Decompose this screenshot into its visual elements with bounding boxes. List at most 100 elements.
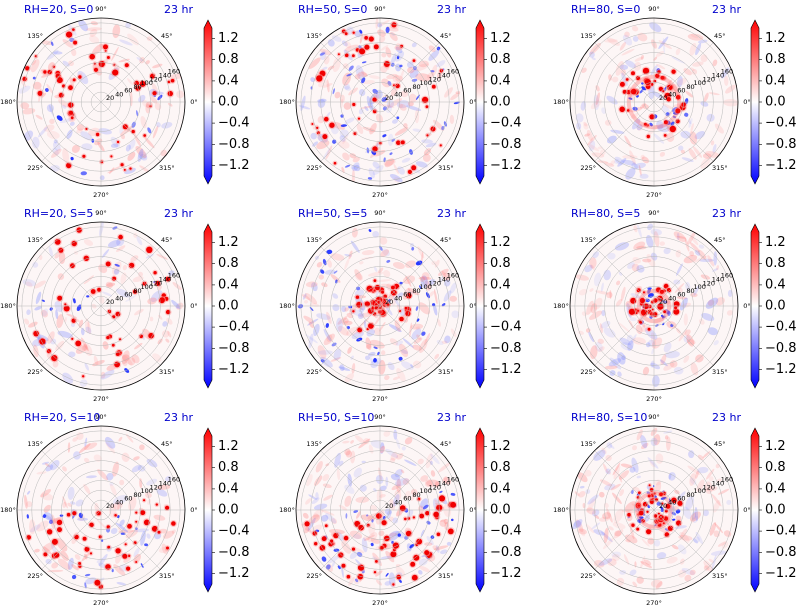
colorbar-tick-label: 0.0 xyxy=(490,503,511,518)
weak-positive-anomaly xyxy=(399,104,407,111)
angle-tick-label: 90° xyxy=(648,209,660,217)
weak-positive-anomaly xyxy=(352,156,360,163)
angle-tick-label: 270° xyxy=(93,395,109,403)
colorbar-tick-label: 1.2 xyxy=(218,31,239,46)
weak-positive-anomaly xyxy=(135,146,147,158)
angle-tick-label: 135° xyxy=(306,236,322,244)
weak-positive-anomaly xyxy=(390,451,399,461)
positive-anomaly-cell xyxy=(663,120,668,125)
radial-tick-label: 160 xyxy=(721,476,733,484)
weak-negative-anomaly xyxy=(316,313,331,320)
weak-positive-anomaly xyxy=(421,272,430,280)
positive-anomaly-cell xyxy=(665,503,671,509)
positive-anomaly-cell xyxy=(447,528,454,535)
negative-anomaly-cell xyxy=(382,134,387,138)
positive-anomaly-cell xyxy=(412,516,416,519)
weak-negative-anomaly xyxy=(137,148,144,162)
weak-positive-anomaly xyxy=(326,311,332,324)
angle-tick-label: 315° xyxy=(159,368,175,376)
weak-negative-anomaly xyxy=(697,466,709,474)
positive-anomaly-cell xyxy=(422,96,429,103)
colorbar-tick-label: 1.2 xyxy=(490,31,511,46)
weak-negative-anomaly xyxy=(161,122,173,129)
radial-tick-label: 140 xyxy=(159,72,171,80)
positive-anomaly-cell xyxy=(324,524,328,528)
weak-negative-anomaly xyxy=(629,569,637,576)
weak-positive-anomaly xyxy=(434,259,440,268)
weak-positive-anomaly xyxy=(379,237,388,245)
negative-anomaly-cell xyxy=(421,331,426,336)
weak-negative-anomaly xyxy=(631,457,639,473)
weak-positive-anomaly xyxy=(417,246,425,259)
weak-positive-anomaly xyxy=(599,479,613,487)
positive-anomaly-cell xyxy=(66,162,72,169)
angle-tick-label: 90° xyxy=(648,5,660,13)
weak-negative-anomaly xyxy=(694,250,701,256)
colorbar-gradient xyxy=(750,19,760,185)
positive-anomaly-cell xyxy=(122,124,128,130)
positive-anomaly-cell xyxy=(114,514,117,517)
positive-anomaly-cell xyxy=(424,550,430,556)
angle-tick-label: 0° xyxy=(743,506,750,514)
weak-positive-anomaly xyxy=(334,91,341,99)
angular-grid-line xyxy=(100,42,161,103)
negative-anomaly-cell xyxy=(366,514,369,517)
weak-negative-anomaly xyxy=(697,39,708,44)
positive-anomaly-cell xyxy=(407,169,412,174)
weak-negative-anomaly xyxy=(353,165,361,172)
weak-negative-anomaly xyxy=(601,310,606,317)
weak-positive-anomaly xyxy=(122,354,130,362)
weak-positive-anomaly xyxy=(574,491,580,496)
positive-anomaly-cell xyxy=(119,338,122,341)
weak-positive-anomaly xyxy=(409,322,412,338)
weak-positive-anomaly xyxy=(305,498,312,505)
weak-positive-anomaly xyxy=(584,469,592,477)
weak-negative-anomaly xyxy=(671,56,686,64)
weak-positive-anomaly xyxy=(139,478,143,489)
radial-tick-label: 100 xyxy=(419,79,431,87)
positive-anomaly-cell xyxy=(355,295,360,299)
colorbar-tick-label: −0.4 xyxy=(218,524,250,539)
positive-anomaly-cell xyxy=(353,132,357,135)
weak-positive-anomaly xyxy=(680,149,686,154)
weak-negative-anomaly xyxy=(681,568,695,575)
weak-negative-anomaly xyxy=(62,372,74,384)
weak-positive-anomaly xyxy=(700,274,711,280)
weak-positive-anomaly xyxy=(106,282,116,287)
positive-anomaly-cell xyxy=(652,312,658,317)
colorbar-tick-label: −1.2 xyxy=(765,566,797,581)
angle-tick-label: 180° xyxy=(553,506,569,514)
negative-anomaly-cell xyxy=(322,258,327,266)
weak-positive-anomaly xyxy=(687,33,704,41)
weak-negative-anomaly xyxy=(375,475,384,484)
angular-grid-line xyxy=(100,450,161,511)
radial-tick-label: 40 xyxy=(115,498,123,506)
positive-anomaly-cell xyxy=(352,310,355,313)
weak-positive-anomaly xyxy=(303,315,315,324)
colorbar-tick-label: 0.4 xyxy=(490,277,511,292)
weak-positive-anomaly xyxy=(58,99,69,108)
weak-positive-anomaly xyxy=(127,151,136,161)
weak-positive-anomaly xyxy=(34,548,40,553)
weak-positive-anomaly xyxy=(642,258,652,263)
weak-positive-anomaly xyxy=(644,559,652,566)
angular-grid-line xyxy=(41,305,102,366)
positive-anomaly-cell xyxy=(98,60,105,68)
weak-positive-anomaly xyxy=(28,321,38,328)
weak-positive-anomaly xyxy=(434,481,440,488)
colorbar-tick-label: 0.0 xyxy=(490,299,511,314)
weak-positive-anomaly xyxy=(412,344,423,351)
negative-anomaly-cell xyxy=(439,490,443,494)
positive-anomaly-cell xyxy=(63,305,70,312)
weak-negative-anomaly xyxy=(115,522,129,533)
weak-positive-anomaly xyxy=(323,333,335,346)
weak-positive-anomaly xyxy=(698,249,707,260)
weak-negative-anomaly xyxy=(585,489,591,495)
polar-panel: 20 40 60 801001201401600°45°90°135°180°225°… xyxy=(0,411,198,607)
weak-negative-anomaly xyxy=(317,350,333,355)
negative-anomaly-cell xyxy=(398,356,403,361)
weak-positive-anomaly xyxy=(26,501,33,508)
weak-negative-anomaly xyxy=(411,42,417,48)
weak-positive-anomaly xyxy=(418,565,431,573)
weak-negative-anomaly xyxy=(401,157,411,163)
